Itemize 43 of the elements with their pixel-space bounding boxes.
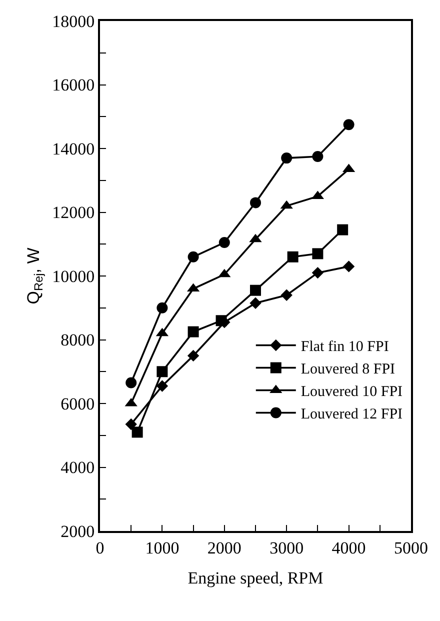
legend-label: Louvered 8 FPI — [300, 362, 396, 378]
x-tick-label: 1000 — [145, 538, 180, 558]
legend-label: Louvered 12 FPI — [300, 406, 403, 423]
y-tick-label: 16000 — [52, 76, 95, 95]
point — [280, 289, 292, 301]
y-tick-label: 12000 — [52, 203, 95, 222]
y-tick-label: 10000 — [52, 266, 95, 286]
y-tick-label: 8000 — [60, 330, 95, 350]
x-tick-label: 0 — [96, 538, 104, 558]
x-axis-title: Engine speed, RPM — [188, 568, 324, 588]
point — [337, 224, 348, 236]
point — [250, 197, 261, 208]
y-tick-label: 2000 — [60, 522, 95, 541]
legend-label: Louvered 10 FPI — [300, 384, 403, 400]
point — [250, 297, 262, 309]
point — [218, 237, 230, 248]
point — [281, 152, 292, 164]
point — [312, 150, 324, 162]
point — [312, 266, 324, 279]
y-tick-label: 6000 — [60, 394, 95, 414]
point — [287, 251, 298, 262]
point — [187, 350, 200, 362]
point — [343, 119, 354, 130]
y-tick-label: 14000 — [52, 139, 95, 158]
point — [216, 315, 227, 326]
x-tick-label: 5000 — [394, 538, 428, 558]
point — [126, 377, 137, 388]
point — [156, 380, 168, 392]
point — [342, 260, 355, 272]
point — [156, 302, 168, 314]
point — [156, 366, 168, 378]
point — [125, 418, 137, 430]
y-tick-label: 4000 — [60, 458, 95, 478]
point — [188, 251, 199, 262]
point — [250, 284, 261, 296]
x-tick-label: 4000 — [332, 538, 366, 558]
x-tick-label: 3000 — [270, 538, 304, 558]
x-tick-label: 2000 — [207, 538, 242, 558]
point — [188, 326, 199, 338]
point — [132, 426, 143, 438]
legend-label: Flat fin 10 FPI — [300, 339, 389, 356]
point — [312, 248, 324, 260]
y-tick-label: 18000 — [52, 12, 95, 31]
